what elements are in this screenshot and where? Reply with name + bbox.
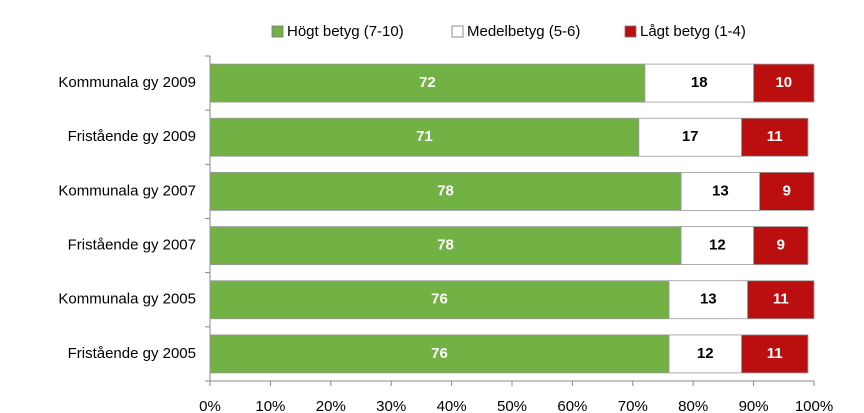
bar-segment (741, 117, 809, 157)
value-label: 18 (691, 74, 708, 91)
value-label: 11 (767, 128, 783, 145)
bar-segment (680, 226, 754, 265)
value-label: 13 (700, 291, 717, 308)
legend-swatch (624, 25, 637, 38)
y-tick-label: Fristående gy 2005 (68, 345, 196, 362)
x-tick-label: 100% (795, 398, 833, 413)
bar-segment (668, 334, 742, 374)
bar-segment (209, 63, 646, 103)
bar-segment (753, 226, 809, 265)
legend-label: Medelbetyg (5-6) (467, 23, 580, 40)
x-tick-label: 30% (376, 398, 406, 413)
y-tick-label: Kommunala gy 2007 (58, 182, 196, 199)
value-label: 11 (773, 291, 789, 308)
y-tick-label: Kommunala gy 2005 (58, 291, 196, 308)
bar-segment (759, 172, 815, 211)
value-label: 72 (419, 74, 436, 91)
bar-segment (753, 63, 815, 103)
value-label: 12 (697, 345, 714, 362)
x-tick-label: 70% (618, 398, 648, 413)
legend-swatch (271, 25, 284, 38)
x-tick-label: 10% (255, 398, 285, 413)
value-label: 10 (775, 74, 792, 91)
y-tick-label: Fristående gy 2009 (68, 128, 196, 145)
bar-segment (747, 280, 815, 320)
value-label: 76 (431, 345, 448, 362)
value-label: 71 (416, 128, 433, 145)
legend-label: Lågt betyg (1-4) (640, 23, 746, 40)
value-label: 78 (437, 237, 454, 254)
bar-segment (209, 334, 670, 374)
value-label: 13 (712, 182, 729, 199)
value-label: 76 (431, 291, 448, 308)
y-tick-label: Kommunala gy 2009 (58, 74, 196, 91)
legend-swatch (451, 25, 464, 38)
bar-segment (209, 226, 682, 265)
bar-segment (680, 172, 761, 211)
x-tick-label: 50% (497, 398, 527, 413)
bar-segment (644, 63, 755, 103)
x-tick-label: 20% (316, 398, 346, 413)
x-tick-label: 90% (739, 398, 769, 413)
value-label: 17 (682, 128, 699, 145)
x-tick-label: 0% (199, 398, 221, 413)
y-tick-label: Fristående gy 2007 (68, 237, 196, 254)
x-tick-label: 40% (437, 398, 467, 413)
legend-label: Högt betyg (7-10) (287, 23, 404, 40)
bar-segment (209, 280, 670, 320)
x-tick-label: 60% (557, 398, 587, 413)
x-tick-label: 80% (678, 398, 708, 413)
value-label: 78 (437, 182, 454, 199)
value-label: 12 (709, 237, 726, 254)
bar-segment (668, 280, 748, 320)
value-label: 11 (767, 345, 783, 362)
bar-segment (741, 334, 809, 374)
value-label: 9 (777, 237, 785, 254)
value-label: 9 (783, 182, 791, 199)
